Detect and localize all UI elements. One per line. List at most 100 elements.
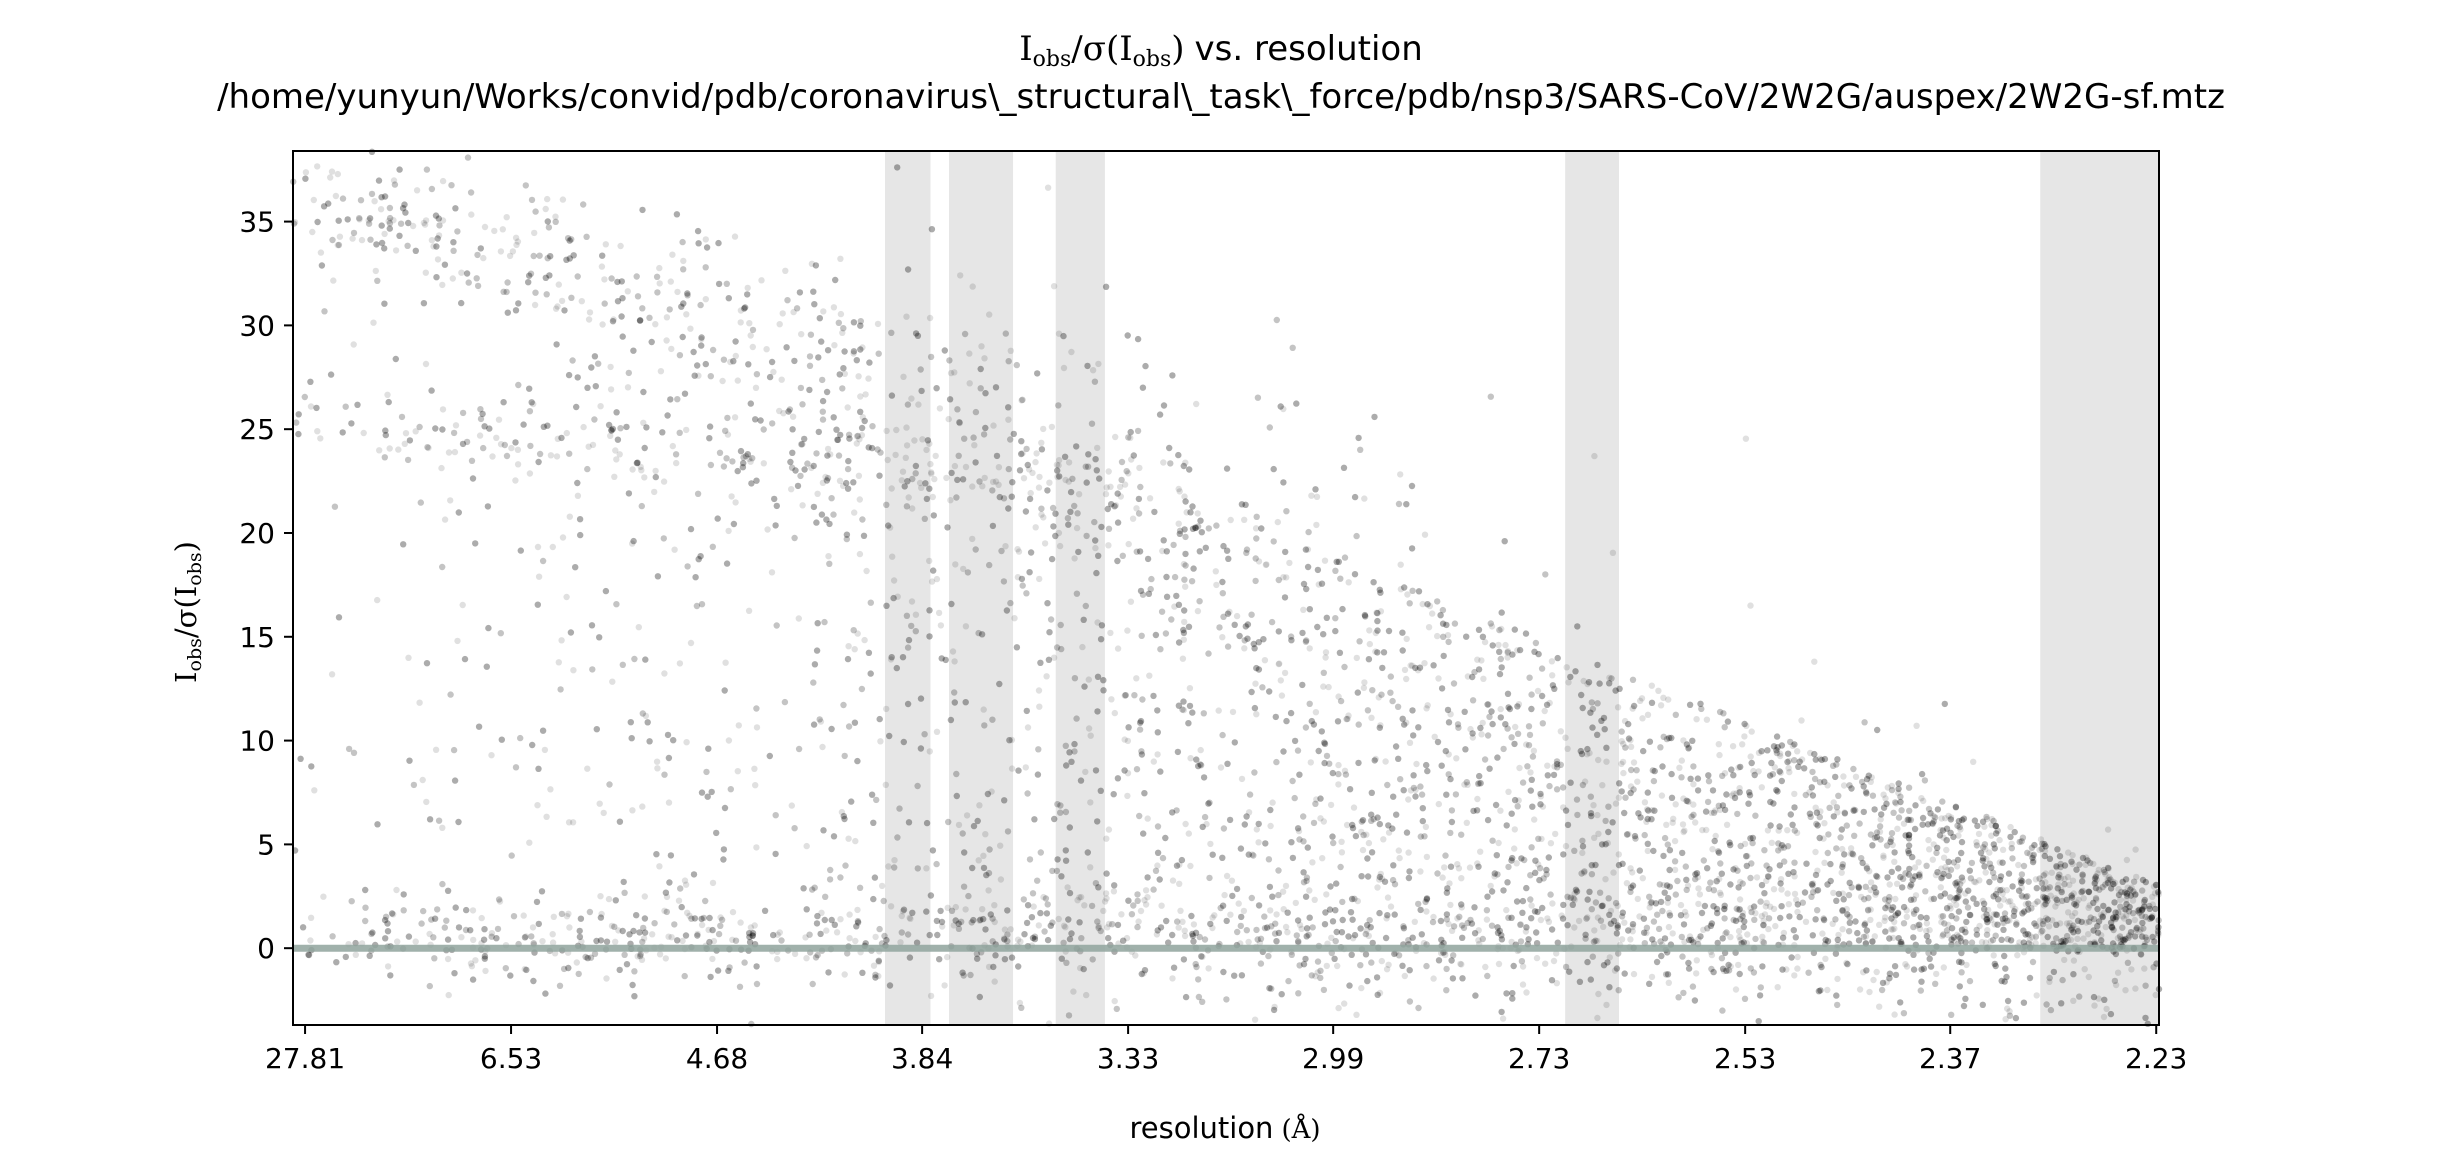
data-point [454,637,461,645]
data-point [1245,938,1252,946]
data-point [1153,931,1161,938]
data-point [1035,922,1043,929]
data-point [1008,736,1016,744]
data-point [422,217,430,224]
data-point [1158,902,1165,909]
data-point [1533,954,1541,962]
data-point [747,458,754,465]
data-point [768,569,776,576]
data-point [1686,933,1694,940]
data-point [1345,712,1352,719]
data-point [649,931,656,938]
data-point [358,236,366,244]
data-point [2054,899,2061,907]
data-point [1475,779,1483,787]
data-point [1621,919,1628,926]
data-point [2057,875,2065,882]
data-point [1575,917,1583,925]
data-point [651,488,658,496]
data-point [1722,930,1729,937]
data-point [608,922,616,930]
data-point [1491,873,1498,880]
data-point [2105,876,2113,883]
data-point [760,460,767,467]
data-point [1980,913,1988,920]
data-point [1679,821,1687,828]
data-point [1469,734,1477,741]
data-point [1182,459,1189,466]
data-point [1847,845,1855,852]
data-point [549,939,557,946]
data-point [774,955,781,963]
data-point [1625,830,1632,838]
data-point [1981,823,1988,830]
data-point [1938,815,1945,822]
data-point [1661,935,1669,942]
data-point [991,902,998,909]
data-point [1892,800,1900,807]
data-point [827,451,834,458]
data-point [1671,837,1679,845]
data-point [1838,869,1845,876]
data-point [1295,827,1303,835]
data-point [887,656,895,663]
data-point [2037,929,2045,936]
data-point [1007,926,1014,933]
data-point [1793,896,1800,904]
data-point [512,477,519,484]
data-point [1227,911,1234,918]
data-point [1478,657,1485,664]
data-point [1403,675,1410,683]
data-point [2066,919,2073,927]
data-point [1508,938,1515,946]
data-point [1636,913,1643,920]
data-point [2043,884,2050,892]
data-point [559,196,567,203]
data-point [1463,819,1471,826]
data-point [1665,696,1672,703]
data-point [1495,839,1502,847]
data-point [549,931,556,938]
data-point [2033,992,2040,999]
data-point [1068,348,1075,356]
data-point [1548,658,1556,665]
data-point [884,456,891,464]
data-point [1727,933,1734,941]
data-point [1700,926,1707,933]
data-point [638,467,645,474]
data-point [1976,877,1983,884]
data-point [1385,961,1392,968]
data-point [1557,728,1565,735]
data-point [439,824,446,831]
data-point [1564,745,1571,752]
data-point [667,278,674,285]
data-point [1798,756,1806,763]
data-point [978,343,985,350]
data-point [1649,807,1656,814]
data-point [1830,889,1837,897]
data-point [1599,782,1606,789]
data-point [469,907,477,914]
data-point [412,938,419,945]
data-point [1629,923,1636,931]
data-point [445,449,453,456]
data-point [1663,821,1670,828]
data-point [327,174,334,181]
data-point [971,442,978,449]
data-point [1215,707,1222,714]
data-point [1361,679,1368,686]
data-point [846,935,853,942]
data-point [1959,877,1966,884]
data-point [1447,901,1454,909]
data-point [1374,884,1381,891]
data-point [1655,687,1662,694]
data-point [1945,921,1952,928]
data-point [1519,963,1527,970]
data-point [607,363,614,371]
data-point [2074,935,2081,942]
data-point [745,607,753,614]
data-point [928,469,935,476]
data-point [1584,680,1591,688]
data-point [1785,757,1793,765]
data-point [969,283,976,290]
